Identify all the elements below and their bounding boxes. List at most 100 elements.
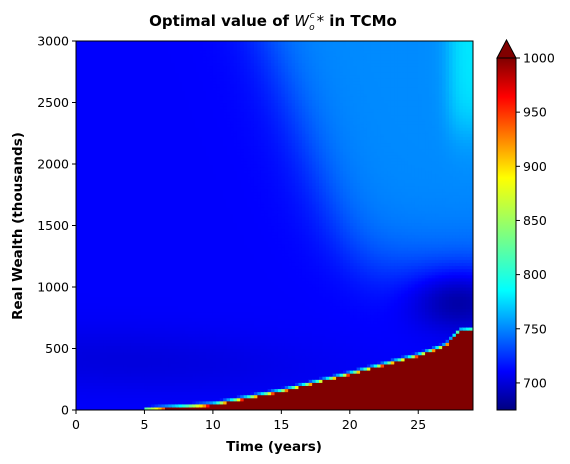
heatmap-cell <box>76 388 81 393</box>
heatmap-cell <box>113 145 118 150</box>
heatmap-cell <box>123 207 128 211</box>
heatmap-cell <box>141 296 146 300</box>
heatmap-cell <box>134 231 139 236</box>
heatmap-cell <box>137 290 142 294</box>
heatmap-cell <box>147 127 152 131</box>
heatmap-cell <box>113 287 118 291</box>
heatmap-cell <box>113 326 118 331</box>
heatmap-cell <box>93 330 98 334</box>
heatmap-cell <box>123 84 128 88</box>
heatmap-cell <box>99 290 104 294</box>
heatmap-cell <box>147 105 152 110</box>
heatmap-cell <box>206 41 211 45</box>
heatmap-cell <box>99 71 104 76</box>
heatmap-cell <box>144 283 149 288</box>
heatmap-cell <box>113 250 118 254</box>
heatmap-cell <box>96 71 101 76</box>
heatmap-cell <box>86 176 91 180</box>
heatmap-cell <box>86 323 91 328</box>
heatmap-cell <box>147 373 152 377</box>
heatmap-cell <box>103 114 108 119</box>
heatmap-cell <box>110 271 115 276</box>
heatmap-cell <box>113 194 118 199</box>
heatmap-cell <box>110 376 115 380</box>
heatmap-cell <box>127 348 132 353</box>
heatmap-cell <box>154 357 159 362</box>
heatmap-cell <box>99 170 104 174</box>
heatmap-cell <box>137 345 142 350</box>
heatmap-cell <box>96 182 101 187</box>
heatmap-cell <box>134 182 139 187</box>
heatmap-cell <box>89 234 94 239</box>
heatmap-cell <box>106 243 111 248</box>
heatmap-cell <box>137 71 142 76</box>
heatmap-cell <box>123 111 128 116</box>
heatmap-cell <box>110 247 115 251</box>
heatmap-cell <box>110 99 115 104</box>
heatmap-cell <box>106 336 111 340</box>
heatmap-cell <box>103 323 108 328</box>
heatmap-cell <box>103 354 108 359</box>
heatmap-cell <box>82 391 87 396</box>
heatmap-cell <box>82 59 87 64</box>
heatmap-cell <box>79 351 84 356</box>
heatmap-cell <box>127 290 132 294</box>
heatmap-cell <box>134 167 139 171</box>
heatmap-cell <box>137 117 142 122</box>
heatmap-cell <box>154 323 159 328</box>
heatmap-cell <box>99 203 104 208</box>
heatmap-cell <box>151 102 156 107</box>
heatmap-cell <box>110 148 115 153</box>
heatmap-cell <box>89 231 94 236</box>
heatmap-cell <box>123 299 128 303</box>
heatmap-cell <box>106 170 111 174</box>
heatmap-cell <box>120 56 125 61</box>
heatmap-cell <box>79 65 84 70</box>
heatmap-cell <box>113 173 118 177</box>
heatmap-cell <box>137 397 142 402</box>
heatmap-cell <box>93 176 98 180</box>
heatmap-cell <box>120 379 125 383</box>
heatmap-cell <box>103 71 108 76</box>
heatmap-cell <box>99 93 104 97</box>
heatmap-cell <box>137 84 142 88</box>
heatmap-cell <box>127 253 132 257</box>
heatmap-cell <box>134 376 139 380</box>
heatmap-cell <box>96 164 101 168</box>
heatmap-cell <box>113 385 118 390</box>
heatmap-cell <box>82 47 87 51</box>
heatmap-cell <box>106 41 111 45</box>
heatmap-cell <box>123 154 128 159</box>
heatmap-cell <box>110 219 115 224</box>
heatmap-cell <box>96 403 101 408</box>
heatmap-cell <box>127 265 132 270</box>
heatmap-cell <box>117 176 122 180</box>
heatmap-cell <box>103 400 108 405</box>
heatmap-cell <box>130 302 135 307</box>
heatmap-cell <box>106 111 111 116</box>
heatmap-cell <box>96 56 101 61</box>
heatmap-cell <box>96 167 101 171</box>
heatmap-cell <box>151 296 156 300</box>
heatmap-cell <box>147 336 152 340</box>
heatmap-cell <box>110 403 115 408</box>
heatmap-cell <box>82 250 87 254</box>
heatmap-cell <box>96 299 101 303</box>
heatmap-cell <box>110 259 115 263</box>
heatmap-cell <box>123 90 128 94</box>
heatmap-cell <box>93 345 98 350</box>
heatmap-cell <box>89 99 94 104</box>
heatmap-cell <box>82 179 87 184</box>
heatmap-cell <box>134 160 139 165</box>
heatmap-cell <box>137 363 142 368</box>
heatmap-cell <box>141 164 146 168</box>
heatmap-cell <box>123 323 128 328</box>
heatmap-cell <box>137 302 142 307</box>
heatmap-cell <box>113 243 118 248</box>
heatmap-cell <box>154 336 159 340</box>
heatmap-cell <box>110 151 115 156</box>
heatmap-cell <box>137 77 142 82</box>
heatmap-cell <box>144 120 149 125</box>
heatmap-cell <box>79 53 84 57</box>
heatmap-cell <box>120 151 125 156</box>
